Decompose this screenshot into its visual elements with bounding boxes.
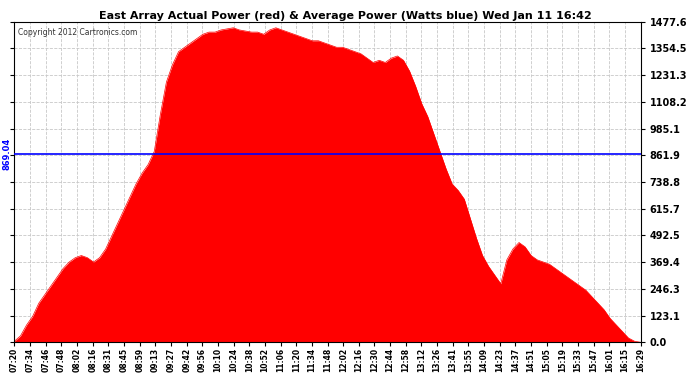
Text: East Array Actual Power (red) & Average Power (Watts blue) Wed Jan 11 16:42: East Array Actual Power (red) & Average …	[99, 11, 591, 21]
Text: 869.04: 869.04	[2, 138, 11, 170]
Text: Copyright 2012 Cartronics.com: Copyright 2012 Cartronics.com	[17, 28, 137, 37]
